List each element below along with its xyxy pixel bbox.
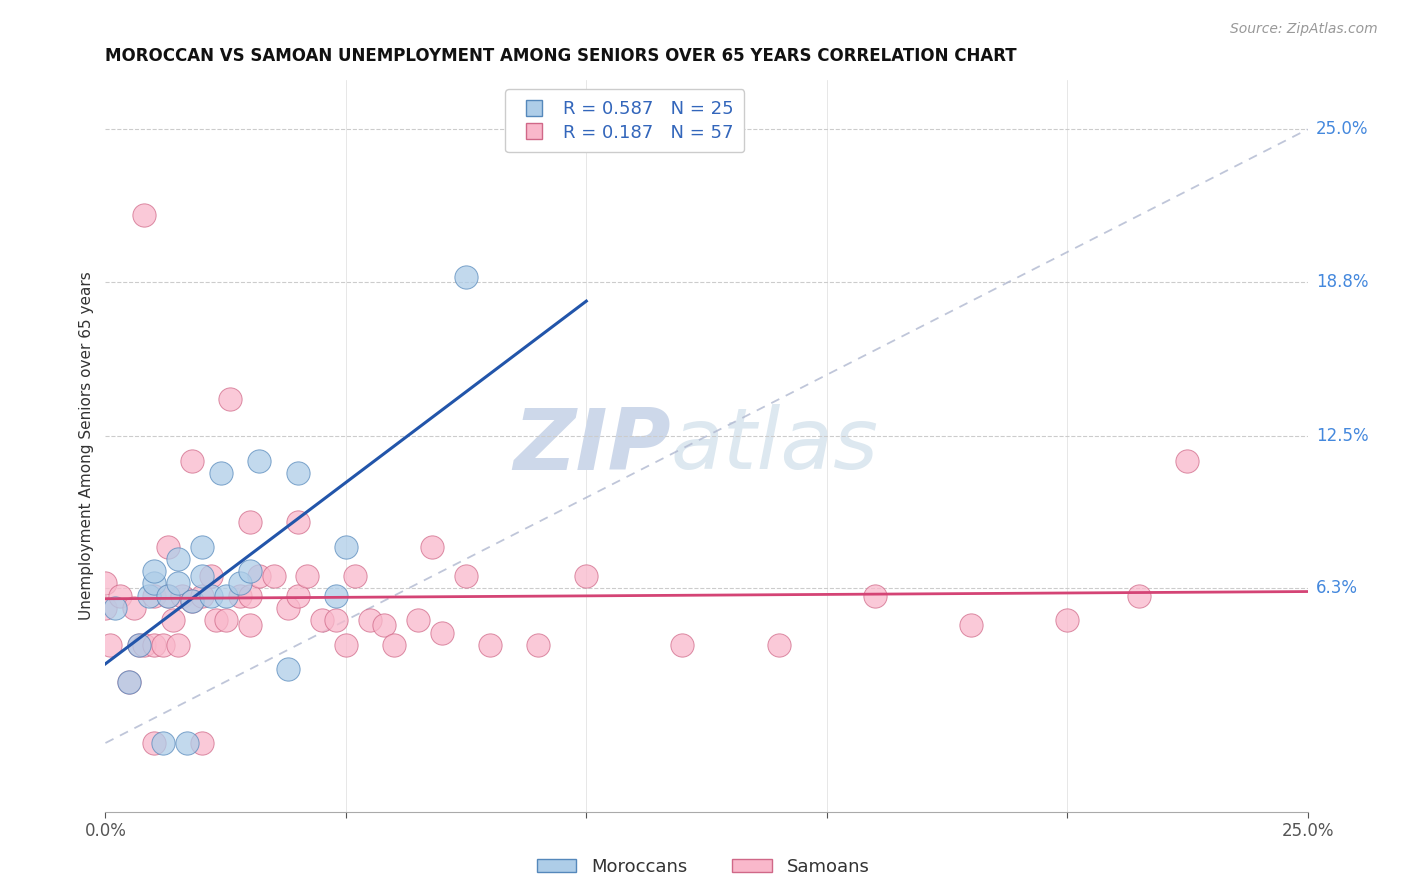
Point [768, 638, 790, 652]
Point [190, 540, 212, 554]
Point [214, 589, 236, 603]
Point [181, 593, 204, 607]
Point [162, 613, 184, 627]
Point [181, 593, 204, 607]
Point [142, 564, 165, 578]
Point [104, 601, 127, 615]
Point [190, 569, 212, 583]
Point [142, 736, 165, 750]
Point [128, 638, 150, 652]
Point [132, 638, 155, 652]
Point [190, 589, 212, 603]
Point [124, 601, 146, 615]
Point [205, 613, 228, 627]
Point [239, 618, 262, 632]
Point [200, 569, 222, 583]
Point [108, 589, 131, 603]
Point [960, 618, 983, 632]
Point [166, 638, 188, 652]
Point [200, 589, 222, 603]
Point [118, 674, 141, 689]
Point [382, 638, 405, 652]
Point [156, 589, 179, 603]
Point [94, 601, 117, 615]
Point [344, 569, 367, 583]
Point [176, 736, 198, 750]
Point [527, 638, 550, 652]
Point [166, 552, 188, 566]
Point [239, 564, 262, 578]
Point [325, 589, 347, 603]
Point [152, 638, 174, 652]
Point [277, 662, 299, 676]
Point [152, 736, 174, 750]
Point [156, 589, 179, 603]
Point [190, 736, 212, 750]
Text: MOROCCAN VS SAMOAN UNEMPLOYMENT AMONG SENIORS OVER 65 YEARS CORRELATION CHART: MOROCCAN VS SAMOAN UNEMPLOYMENT AMONG SE… [105, 47, 1017, 65]
Point [1175, 454, 1198, 468]
Point [142, 589, 165, 603]
Text: ZIP: ZIP [513, 404, 671, 488]
Point [287, 589, 309, 603]
Point [373, 618, 395, 632]
Point [671, 638, 693, 652]
Point [454, 569, 477, 583]
Point [219, 392, 242, 407]
Y-axis label: Unemployment Among Seniors over 65 years: Unemployment Among Seniors over 65 years [79, 272, 94, 620]
Text: 18.8%: 18.8% [1316, 273, 1368, 291]
Point [229, 589, 252, 603]
Point [128, 638, 150, 652]
Text: 25.0%: 25.0% [1316, 120, 1368, 138]
Point [287, 515, 309, 529]
Point [406, 613, 429, 627]
Point [247, 454, 270, 468]
Point [214, 613, 236, 627]
Point [239, 515, 262, 529]
Point [479, 638, 502, 652]
Point [263, 569, 285, 583]
Point [166, 576, 188, 591]
Point [156, 540, 179, 554]
Text: atlas: atlas [671, 404, 879, 488]
Point [297, 569, 319, 583]
Point [863, 589, 886, 603]
Text: Source: ZipAtlas.com: Source: ZipAtlas.com [1230, 22, 1378, 37]
Point [98, 638, 121, 652]
Text: 6.3%: 6.3% [1316, 580, 1358, 598]
Point [335, 540, 357, 554]
Point [325, 613, 347, 627]
Point [311, 613, 333, 627]
Point [359, 613, 381, 627]
Point [247, 569, 270, 583]
Point [1056, 613, 1078, 627]
Point [118, 674, 141, 689]
Point [454, 269, 477, 284]
Point [132, 208, 155, 222]
Point [335, 638, 357, 652]
Point [181, 454, 204, 468]
Legend: Moroccans, Samoans: Moroccans, Samoans [530, 851, 876, 883]
Point [94, 576, 117, 591]
Point [142, 576, 165, 591]
Point [430, 625, 453, 640]
Point [142, 638, 165, 652]
Point [209, 466, 232, 480]
Point [575, 569, 598, 583]
Point [172, 589, 194, 603]
Point [239, 589, 262, 603]
Text: 12.5%: 12.5% [1316, 427, 1368, 445]
Legend: R = 0.587   N = 25, R = 0.187   N = 57: R = 0.587 N = 25, R = 0.187 N = 57 [505, 89, 744, 153]
Point [229, 576, 252, 591]
Point [1128, 589, 1150, 603]
Point [138, 589, 160, 603]
Point [277, 601, 299, 615]
Point [287, 466, 309, 480]
Point [422, 540, 444, 554]
